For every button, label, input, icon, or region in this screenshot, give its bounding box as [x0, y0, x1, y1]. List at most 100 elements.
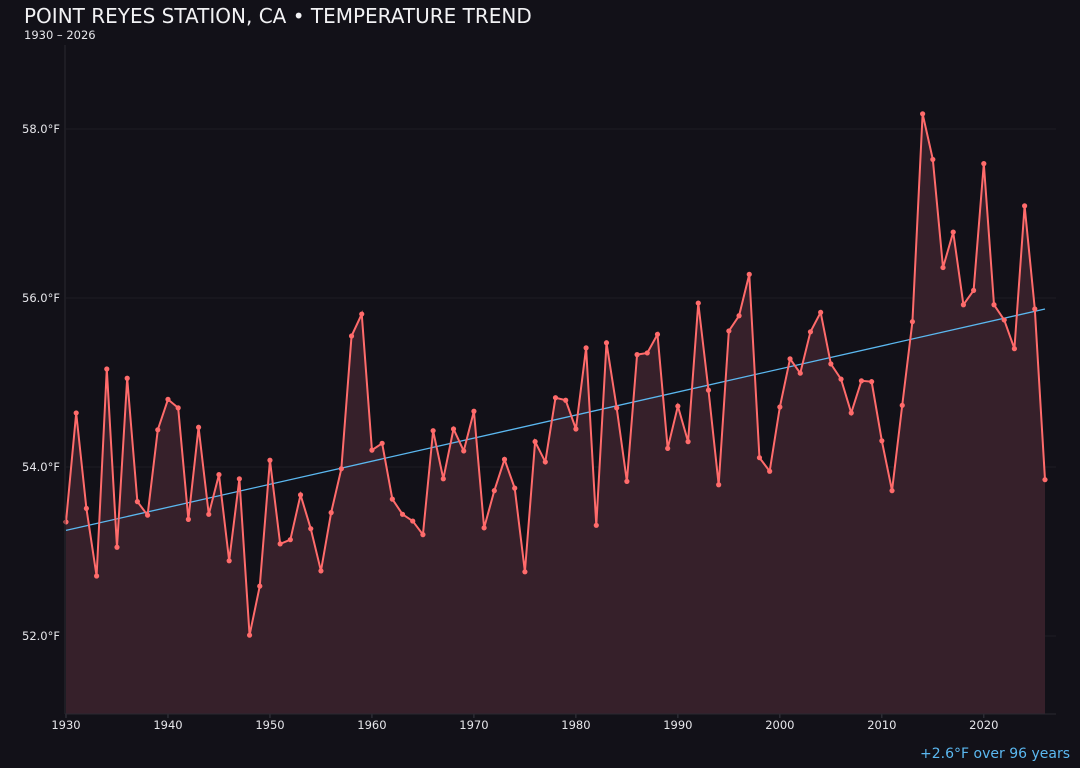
- x-tick-label: 1970: [459, 718, 488, 732]
- x-tick-label: 1990: [663, 718, 692, 732]
- data-point: [981, 161, 987, 167]
- x-tick-label: 2020: [969, 718, 998, 732]
- data-point: [899, 402, 905, 408]
- data-point: [389, 496, 395, 502]
- data-point: [175, 405, 181, 411]
- data-point: [695, 300, 701, 306]
- data-point: [440, 476, 446, 482]
- data-point: [950, 229, 956, 235]
- data-point: [991, 302, 997, 308]
- data-point: [216, 472, 222, 478]
- data-point: [716, 482, 722, 488]
- data-point: [257, 583, 263, 589]
- data-point: [920, 111, 926, 117]
- data-point: [165, 396, 171, 402]
- data-point: [246, 632, 253, 638]
- data-point: [195, 424, 202, 430]
- data-point: [726, 328, 732, 334]
- data-point: [124, 375, 130, 381]
- data-point: [287, 537, 293, 543]
- data-point: [73, 410, 79, 416]
- data-point: [665, 445, 671, 452]
- data-point: [583, 345, 589, 351]
- data-point: [858, 378, 865, 384]
- data-point: [369, 447, 375, 453]
- data-point: [267, 457, 273, 463]
- x-tick-label: 1980: [561, 718, 590, 732]
- data-point: [787, 356, 793, 362]
- data-point: [155, 427, 161, 433]
- data-point: [777, 404, 783, 410]
- data-point: [889, 488, 895, 494]
- data-point: [104, 366, 110, 372]
- data-point: [1042, 477, 1048, 483]
- data-point: [818, 309, 824, 315]
- data-point: [93, 573, 100, 579]
- data-point: [736, 313, 742, 319]
- data-point: [318, 568, 324, 574]
- data-point: [359, 311, 365, 317]
- data-point: [614, 405, 620, 411]
- data-point: [399, 511, 406, 517]
- data-point: [542, 459, 548, 465]
- axes: 52.0°F 54.0°F 56.0°F 58.0°F 1930 1940 1950 1960…: [22, 45, 1056, 732]
- x-tick-label: 1940: [153, 718, 182, 732]
- trend-line: [65, 308, 1046, 532]
- data-point: [971, 287, 977, 293]
- data-point: [940, 264, 946, 271]
- data-point: [328, 510, 334, 516]
- trend-annotation: +2.6°F over 96 years: [920, 746, 1070, 762]
- data-point: [532, 439, 538, 445]
- data-point: [1001, 317, 1007, 323]
- data-point: [807, 329, 814, 335]
- chart-title: POINT REYES STATION, CA • TEMPERATURE TR…: [24, 4, 532, 28]
- data-point: [501, 456, 508, 462]
- data-point: [675, 403, 681, 409]
- data-point: [563, 397, 569, 403]
- x-tick-label: 2010: [867, 718, 896, 732]
- data-point: [756, 455, 763, 461]
- data-point: [1011, 346, 1018, 352]
- data-point: [522, 569, 528, 575]
- data-point: [206, 511, 212, 517]
- data-point: [930, 156, 936, 163]
- y-tick-label: 56.0°F: [22, 291, 60, 305]
- data-point: [1032, 306, 1038, 312]
- data-point: [226, 558, 232, 564]
- data-point: [430, 428, 436, 434]
- data-point: [338, 466, 344, 472]
- data-point: [644, 350, 650, 356]
- data-point: [450, 426, 457, 432]
- data-point: [838, 376, 844, 382]
- data-point: [624, 478, 630, 484]
- data-point: [63, 519, 69, 525]
- data-point: [308, 526, 314, 532]
- data-point: [410, 518, 416, 524]
- data-point: [654, 331, 661, 337]
- data-point: [593, 522, 599, 528]
- data-point: [297, 492, 304, 498]
- data-point: [491, 488, 497, 494]
- data-point: [114, 544, 120, 550]
- data-point: [144, 512, 151, 518]
- data-point: [685, 439, 691, 445]
- data-point: [828, 361, 834, 367]
- data-point: [379, 440, 385, 446]
- data-point: [869, 379, 875, 385]
- x-tick-label: 1960: [357, 718, 386, 732]
- data-point: [481, 525, 487, 531]
- data-point: [960, 302, 967, 308]
- data-point: [634, 352, 640, 358]
- data-point: [909, 319, 916, 325]
- data-point: [746, 271, 752, 277]
- data-point: [767, 468, 773, 474]
- data-point: [848, 410, 854, 416]
- data-point: [879, 438, 885, 444]
- data-point: [185, 516, 191, 522]
- area-fill: [66, 113, 1045, 715]
- x-tick-label: 1930: [51, 718, 80, 732]
- y-tick-label: 58.0°F: [22, 122, 60, 136]
- data-point: [83, 505, 89, 512]
- x-tick-label: 1950: [255, 718, 284, 732]
